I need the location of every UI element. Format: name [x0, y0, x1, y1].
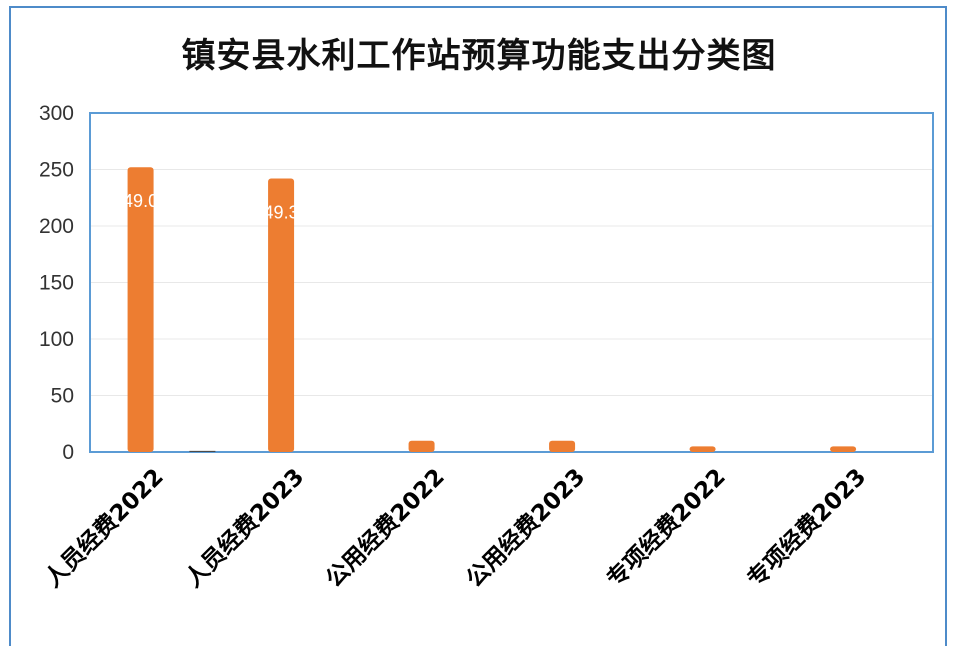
plot-area-border — [89, 112, 934, 453]
data-labels: 49.0 49.3 — [123, 191, 299, 222]
bar — [830, 446, 857, 452]
y-tick-label: 200 — [39, 215, 74, 238]
x-axis-categories: 人员经费2022 人员经费2023 公用经费2022 公用经费2023 专项经费2022… — [39, 463, 871, 592]
x-category-label: 专项经费2022 — [601, 463, 730, 592]
data-label: 49.3 — [264, 203, 299, 223]
x-category-label: 人员经费2022 — [39, 463, 168, 592]
x-category-label: 专项经费2023 — [742, 463, 871, 592]
chart-frame — [9, 6, 947, 646]
bar — [189, 450, 216, 452]
bar — [549, 440, 576, 452]
bar — [268, 178, 295, 453]
bars — [127, 167, 857, 453]
y-tick-label: 50 — [51, 385, 74, 408]
x-category-label: 公用经费2023 — [461, 463, 590, 592]
bar — [408, 440, 435, 452]
y-axis-ticks: 0 50 100 150 200 250 300 — [39, 102, 74, 464]
y-tick-label: 100 — [39, 328, 74, 351]
x-category-label: 公用经费2022 — [320, 463, 449, 592]
y-tick-label: 150 — [39, 272, 74, 295]
y-tick-label: 250 — [39, 159, 74, 182]
bar — [689, 446, 716, 452]
bar-chart: 0 50 100 150 200 250 300 49.0 49.3 人员经费2022 人员经费… — [39, 102, 934, 593]
data-label: 49.0 — [123, 191, 158, 211]
y-tick-label: 0 — [62, 441, 74, 464]
bar — [127, 167, 154, 453]
chart-title: 镇安县水利工作站预算功能支出分类图 — [181, 36, 777, 76]
grid-lines — [90, 169, 933, 396]
x-category-label: 人员经费2023 — [180, 463, 309, 592]
y-tick-label: 300 — [39, 102, 74, 125]
